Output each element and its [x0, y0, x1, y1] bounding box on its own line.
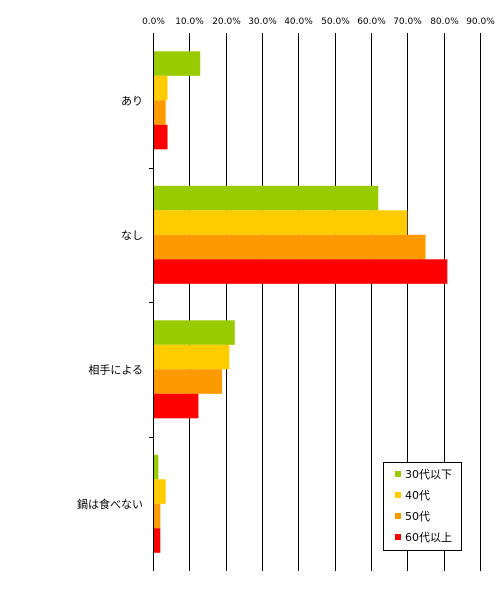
bar — [154, 528, 161, 553]
x-tick-label: 60.0% — [357, 17, 386, 27]
bar — [154, 259, 448, 284]
x-tick-label: 10.0% — [175, 17, 204, 27]
bar — [154, 503, 161, 529]
legend-label: 40代 — [405, 489, 430, 502]
legend: 30代以下 40代 50代 60代以上 — [383, 462, 462, 551]
legend-label: 30代以下 — [405, 468, 452, 481]
x-tick-labels: 0.0% 10.0% 20.0% 30.0% 40.0% 50.0% 60.0% 70.0% 8… — [142, 17, 495, 27]
bar — [154, 234, 426, 260]
bar — [154, 124, 168, 150]
legend-swatch — [395, 513, 401, 519]
bars — [154, 51, 448, 553]
x-tick-label: 80.0% — [430, 17, 459, 27]
legend-label: 50代 — [405, 510, 430, 523]
bar — [154, 51, 201, 76]
legend-label: 60代以上 — [405, 531, 452, 544]
axes — [149, 33, 154, 571]
x-tick-label: 40.0% — [284, 17, 313, 27]
bar — [154, 479, 166, 504]
category-label: あり — [121, 94, 143, 107]
x-tick-label: 30.0% — [248, 17, 277, 27]
category-label: 相手による — [88, 362, 143, 376]
bar — [154, 320, 235, 345]
legend-swatch — [395, 492, 401, 498]
bar — [154, 100, 166, 125]
bar — [154, 369, 222, 394]
legend-swatch — [395, 534, 401, 540]
bar — [154, 210, 408, 235]
bar — [154, 344, 230, 370]
x-tick-label: 0.0% — [142, 17, 165, 27]
bar — [154, 185, 379, 211]
legend-swatch — [395, 471, 401, 477]
bar — [154, 75, 168, 101]
category-label: 鍋は食べない — [77, 497, 143, 511]
x-tick-label: 50.0% — [321, 17, 350, 27]
x-tick-label: 20.0% — [212, 17, 241, 27]
x-tick-label: 90.0% — [466, 17, 495, 27]
x-tick-label: 70.0% — [393, 17, 422, 27]
category-label: なし — [121, 229, 143, 242]
bar — [154, 454, 159, 480]
grid-lines — [189, 33, 481, 571]
bar — [154, 393, 199, 419]
